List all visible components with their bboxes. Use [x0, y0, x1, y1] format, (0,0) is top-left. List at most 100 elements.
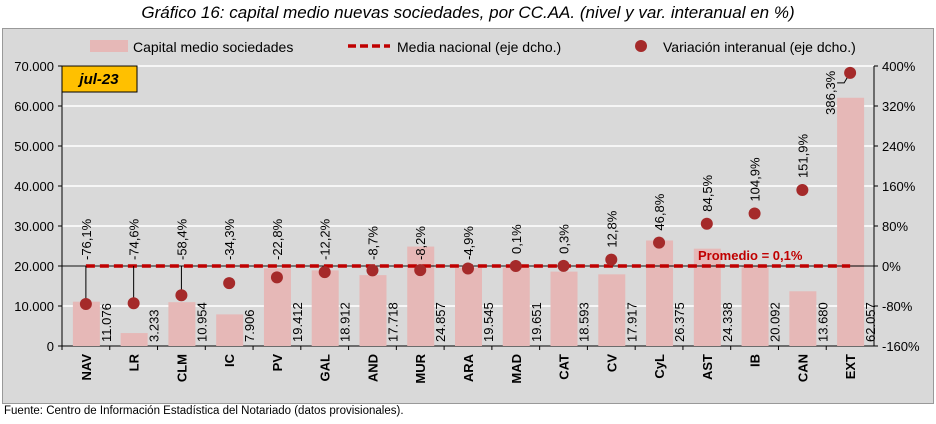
left-tick-label: 0	[47, 339, 54, 354]
bar-value-label: 19.545	[481, 302, 496, 342]
category-label: NAV	[79, 354, 94, 381]
bar-MAD	[502, 267, 530, 346]
bar-AST	[693, 248, 721, 346]
variation-dot-MUR	[414, 264, 427, 277]
average-annotation: Promedio = 0,1%	[698, 248, 803, 263]
bar-CyL	[646, 240, 674, 346]
right-tick-label: -80%	[882, 299, 913, 314]
variation-label: -76,1%	[79, 218, 94, 260]
left-tick-label: 60.000	[14, 99, 54, 114]
source-footer: Fuente: Centro de Información Estadístic…	[4, 405, 404, 417]
left-tick-label: 20.000	[14, 259, 54, 274]
category-label: IC	[222, 353, 237, 367]
variation-label: -34,3%	[222, 218, 237, 260]
variation-label: -8,7%	[365, 226, 380, 260]
bar-CAT	[550, 271, 578, 346]
bar-value-label: 11.076	[99, 303, 114, 342]
bar-CLM	[168, 302, 196, 346]
category-label: CLM	[174, 354, 189, 382]
category-label: EXT	[843, 354, 858, 379]
category-label: MAD	[509, 354, 524, 384]
bar-GAL	[311, 270, 339, 346]
right-tick-label: -160%	[882, 339, 920, 354]
variation-dot-AST	[700, 217, 713, 230]
category-label: CV	[604, 354, 619, 372]
category-label: AST	[700, 354, 715, 380]
category-label: LR	[127, 353, 142, 371]
category-label: CAN	[795, 354, 810, 382]
variation-dot-EXT	[844, 66, 857, 79]
variation-dot-CyL	[653, 236, 666, 249]
variation-dot-AND	[366, 264, 379, 277]
variation-dot-PV	[270, 271, 283, 284]
bar-value-label: 19.412	[290, 302, 305, 342]
bar-value-label: 19.651	[529, 302, 544, 342]
variation-label: 0,3%	[557, 224, 572, 254]
period-badge-label: jul-23	[77, 71, 119, 88]
category-label: CAT	[557, 354, 572, 380]
variation-dot-GAL	[318, 266, 331, 279]
period-badge	[61, 65, 138, 93]
category-label: CyL	[652, 354, 667, 379]
category-label: GAL	[318, 354, 333, 382]
variation-label: -22,8%	[270, 218, 285, 260]
bar-value-label: 24.857	[433, 302, 448, 342]
variation-label: 104,9%	[748, 157, 763, 202]
variation-dot-CAT	[557, 259, 570, 272]
legend-bar-label: Capital medio sociedades	[133, 39, 293, 55]
bar-value-label: 18.912	[338, 302, 353, 342]
category-label: IB	[748, 354, 763, 367]
bar-LR	[120, 333, 148, 346]
bar-value-label: 18.593	[577, 302, 592, 342]
category-label: MUR	[413, 353, 428, 383]
right-tick-label: 0%	[882, 259, 901, 274]
variation-dot-CLM	[175, 289, 188, 302]
variation-dot-LR	[127, 297, 140, 310]
bar-value-label: 20.092	[768, 302, 783, 342]
variation-dot-NAV	[79, 298, 92, 311]
bar-EXT	[837, 97, 865, 346]
left-tick-label: 40.000	[14, 179, 54, 194]
bar-value-label: 62.057	[863, 302, 878, 342]
right-tick-label: 400%	[882, 59, 916, 74]
legend-bar-swatch	[90, 40, 128, 52]
right-tick-label: 80%	[882, 219, 908, 234]
bar-MUR	[407, 246, 435, 346]
right-tick-label: 320%	[882, 99, 916, 114]
left-tick-label: 70.000	[14, 59, 54, 74]
bar-AND	[359, 275, 387, 346]
variation-label: 386,3%	[823, 70, 838, 115]
variation-dot-CAN	[796, 184, 809, 197]
right-tick-label: 160%	[882, 179, 916, 194]
variation-label: 84,5%	[700, 174, 715, 211]
variation-label: -4,9%	[461, 226, 476, 260]
variation-label: -12,2%	[318, 218, 333, 260]
bar-IB	[741, 265, 769, 346]
left-tick-label: 50.000	[14, 139, 54, 154]
bar-value-label: 10.954	[194, 302, 209, 342]
bar-value-label: 24.338	[720, 302, 735, 342]
bar-CV	[598, 274, 626, 346]
category-label: PV	[270, 354, 285, 372]
bar-value-label: 17.917	[624, 302, 639, 342]
variation-label: 151,9%	[795, 134, 810, 179]
bar-IC	[216, 314, 244, 346]
bar-ARA	[455, 267, 482, 346]
bar-value-label: 3.233	[147, 309, 162, 342]
legend-dot-label: Variación interanual (eje dcho.)	[663, 39, 856, 55]
variation-label: -74,6%	[127, 218, 142, 260]
bar-value-label: 7.906	[242, 309, 257, 342]
right-tick-label: 240%	[882, 139, 916, 154]
variation-dot-IC	[223, 277, 236, 290]
category-label: ARA	[461, 353, 476, 382]
variation-dot-ARA	[462, 262, 474, 275]
bar-value-label: 26.375	[672, 302, 687, 342]
left-tick-label: 10.000	[14, 299, 54, 314]
variation-dot-CV	[605, 253, 618, 266]
variation-dot-IB	[748, 207, 761, 220]
variation-label: -8,2%	[413, 226, 428, 260]
variation-label: 12,8%	[604, 210, 619, 247]
bar-value-label: 13.680	[815, 302, 830, 342]
